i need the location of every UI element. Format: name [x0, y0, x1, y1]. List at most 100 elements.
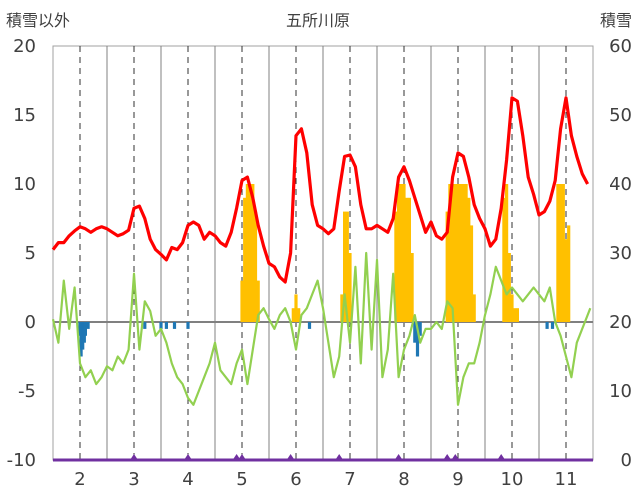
- orange-bar: [291, 308, 295, 322]
- orange-bar: [397, 184, 401, 322]
- orange-bar: [515, 308, 519, 322]
- orange-bar: [251, 184, 255, 322]
- purple-bump: [232, 454, 241, 460]
- y-left-tick-label: -5: [18, 381, 36, 402]
- orange-bar: [405, 197, 409, 322]
- y-right-tick-label: 20: [609, 312, 632, 333]
- blue-bar: [186, 322, 190, 329]
- x-tick-label: 8: [398, 469, 409, 490]
- x-tick-label: 10: [501, 469, 524, 490]
- bars-layer: [78, 184, 571, 357]
- blue-bar: [143, 322, 147, 329]
- blue-bar: [415, 322, 420, 357]
- red-line-series: [51, 96, 590, 284]
- orange-bar: [402, 184, 406, 322]
- orange-bar: [561, 184, 565, 322]
- orange-bar: [243, 197, 247, 322]
- blue-bar: [172, 322, 177, 329]
- orange-bar: [467, 197, 471, 322]
- orange-bar: [245, 184, 249, 322]
- orange-bar: [456, 184, 460, 322]
- orange-bar: [559, 184, 563, 322]
- y-left-tick-label: 0: [25, 312, 36, 333]
- blue-bar: [418, 322, 422, 336]
- orange-bar: [564, 239, 568, 322]
- orange-bar: [448, 184, 452, 322]
- blue-bar: [79, 322, 83, 357]
- x-tick-label: 6: [290, 469, 301, 490]
- grid-layer: [52, 45, 594, 461]
- purple-bump: [451, 454, 460, 460]
- orange-bar: [256, 280, 260, 322]
- purple-bump: [497, 454, 506, 460]
- orange-bar: [348, 253, 352, 322]
- y-left-tick-label: 10: [13, 174, 36, 195]
- purple-bump: [184, 454, 192, 460]
- blue-bar: [81, 322, 85, 350]
- ylabel-right: 積雪: [600, 11, 632, 30]
- orange-bar: [510, 294, 514, 322]
- x-tick-label: 7: [344, 469, 355, 490]
- orange-bar: [343, 211, 347, 322]
- blue-bar: [413, 322, 417, 343]
- orange-bar: [502, 197, 506, 322]
- orange-bar: [461, 184, 465, 322]
- blue-bar: [164, 322, 168, 329]
- orange-bar: [507, 253, 511, 322]
- orange-bar: [253, 211, 258, 322]
- x-tick-label: 11: [555, 469, 578, 490]
- orange-bar: [394, 211, 398, 322]
- orange-bar: [469, 225, 474, 322]
- y-right-tick-label: 10: [609, 381, 632, 402]
- orange-bar: [505, 184, 509, 322]
- x-tick-label: 9: [452, 469, 463, 490]
- y-left-tick-label: 20: [13, 36, 36, 57]
- green-line-series: [51, 251, 592, 406]
- orange-bar: [445, 211, 449, 322]
- orange-bar: [459, 184, 463, 322]
- blue-bar: [86, 322, 90, 329]
- x-tick-label: 5: [236, 469, 247, 490]
- orange-bar: [297, 308, 301, 322]
- y-right-tick-label: 40: [609, 174, 632, 195]
- orange-bar: [399, 184, 403, 322]
- purple-bump: [286, 454, 295, 460]
- chart-title: 五所川原: [286, 11, 350, 30]
- purple-bump: [394, 454, 403, 460]
- orange-bar: [472, 294, 476, 322]
- orange-bar: [340, 294, 344, 322]
- blue-bar: [307, 322, 312, 329]
- orange-bar: [464, 184, 468, 322]
- orange-bar: [556, 184, 560, 322]
- orange-bar: [294, 294, 298, 322]
- x-tick-label: 4: [182, 469, 193, 490]
- y-left-tick-label: 5: [25, 243, 36, 264]
- purple-bump: [443, 454, 452, 460]
- blue-bar: [545, 322, 549, 329]
- orange-bar: [567, 225, 571, 322]
- orange-bar: [410, 253, 414, 322]
- blue-bar: [83, 322, 87, 336]
- orange-bar: [451, 184, 455, 322]
- orange-bar: [240, 280, 244, 322]
- y-right-tick-label: 60: [609, 36, 632, 57]
- purple-bump: [238, 454, 246, 460]
- orange-bar: [407, 197, 411, 322]
- ylabel-left: 積雪以外: [6, 11, 70, 30]
- purple-bump: [335, 454, 344, 460]
- orange-bar: [513, 308, 517, 322]
- y-right-tick-label: 0: [621, 450, 632, 471]
- y-right-tick-label: 30: [609, 243, 632, 264]
- lines-layer: [51, 96, 593, 462]
- y-right-tick-label: 50: [609, 105, 632, 126]
- y-left-tick-label: -10: [7, 450, 36, 471]
- orange-bar: [453, 184, 457, 322]
- orange-bar: [345, 211, 349, 322]
- purple-bump: [130, 454, 138, 460]
- orange-bar: [248, 184, 252, 322]
- x-tick-label: 3: [128, 469, 139, 490]
- blue-bar: [159, 322, 163, 329]
- blue-bar: [550, 322, 555, 329]
